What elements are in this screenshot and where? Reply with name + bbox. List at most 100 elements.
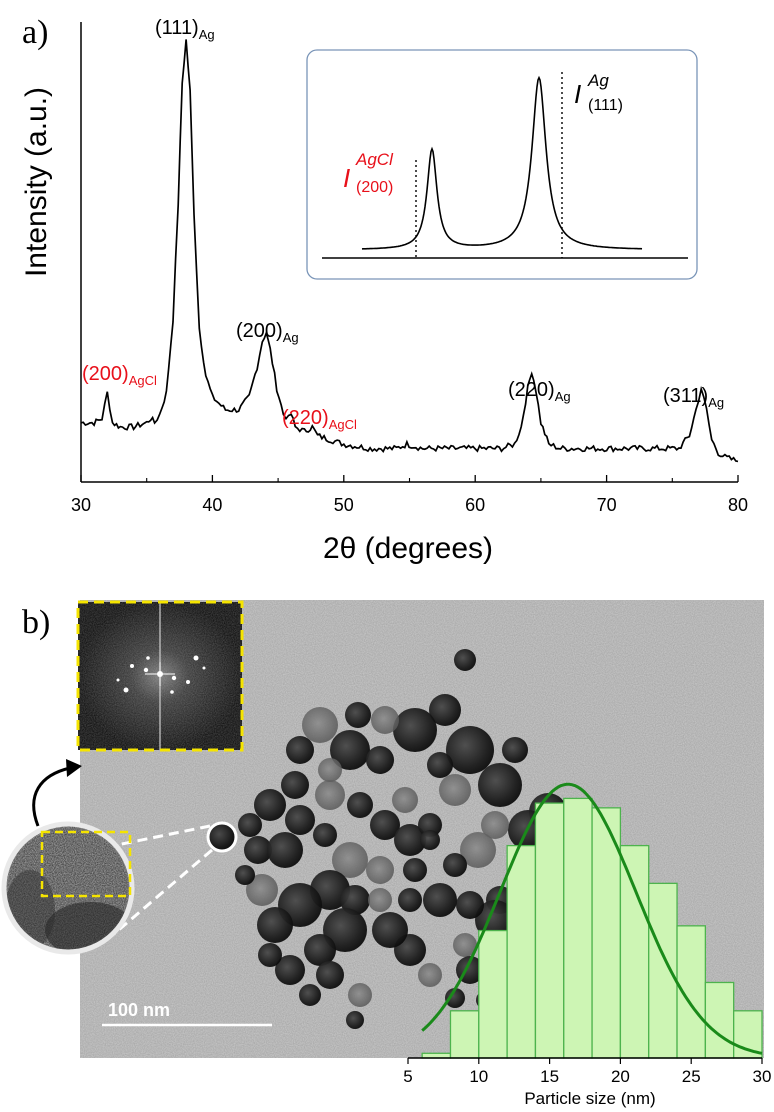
xrd-peak-label: (220)AgCl — [282, 407, 357, 432]
zoom-circle — [1, 821, 135, 955]
panel-b-label: b) — [22, 604, 51, 641]
hist-tick-label: 30 — [753, 1067, 772, 1086]
nanoparticle — [478, 763, 522, 807]
nanoparticle — [315, 780, 345, 810]
nanoparticle — [304, 934, 336, 966]
inset-label-ag: I — [574, 79, 581, 109]
inset-frame — [306, 49, 698, 280]
inset-label-agcl-sub: (200) — [356, 179, 393, 196]
xrd-peak-label: (200)Ag — [236, 320, 299, 345]
inset-label-ag-sup: Ag — [587, 71, 609, 90]
scale-bar-label: 100 nm — [108, 1000, 170, 1020]
xrd-line — [80, 39, 739, 463]
fft-spot — [186, 680, 190, 684]
nanoparticle — [443, 853, 467, 877]
hist-tick-label: 10 — [469, 1067, 488, 1086]
nanoparticle — [348, 983, 372, 1007]
fft-spots — [116, 655, 206, 694]
hist-tick-label: 5 — [403, 1067, 412, 1086]
nanoparticle — [286, 736, 314, 764]
nanoparticle — [332, 842, 368, 878]
hist-bar — [449, 1010, 480, 1059]
nanoparticle — [481, 811, 509, 839]
zoom-selection-box — [40, 830, 132, 898]
nanoparticle — [398, 888, 422, 912]
xrd-tick-label: 50 — [334, 495, 354, 515]
nanoparticle — [345, 702, 371, 728]
inset-label-agcl-sup: AgCl — [355, 150, 394, 169]
nanoparticle — [453, 933, 477, 957]
nanoparticle — [235, 865, 255, 885]
nanoparticle — [423, 883, 457, 917]
hist-axis: 5 10 15 20 25 30 — [403, 1057, 772, 1086]
nanoparticle — [502, 737, 528, 763]
nanoparticle — [257, 907, 293, 943]
nanoparticle — [439, 774, 471, 806]
hist-bar — [534, 802, 565, 1059]
inset-label-agcl: I — [343, 163, 350, 193]
hist-bar — [619, 844, 650, 1059]
fft-spot — [170, 690, 174, 694]
nanoparticle — [394, 824, 426, 856]
nanoparticle — [370, 810, 400, 840]
hist-tick-label: 25 — [682, 1067, 701, 1086]
inset-curve — [361, 75, 643, 250]
hist-bar — [704, 981, 735, 1059]
nanoparticle — [318, 758, 342, 782]
xrd-peak-labels: (111)Ag(200)Ag(220)Ag (311)Ag(200)AgCl(22… — [82, 17, 724, 432]
nanoparticle — [299, 984, 321, 1006]
xrd-tick-label: 30 — [71, 495, 91, 515]
nanoparticle — [347, 792, 373, 818]
nanoparticle — [323, 908, 367, 952]
hist-bar — [591, 807, 622, 1059]
nanoparticle — [393, 708, 437, 752]
fft-inset — [76, 600, 244, 752]
nanoparticle — [454, 649, 476, 671]
panel-a-label: a) — [22, 14, 49, 51]
xrd-peak-label: (200)AgCl — [82, 363, 157, 388]
nanoparticle — [246, 874, 278, 906]
nanoparticle — [258, 943, 282, 967]
nanoparticle — [316, 961, 344, 989]
nanoparticle — [427, 752, 453, 778]
xrd-tick-label: 80 — [728, 495, 748, 515]
fft-spot — [116, 678, 120, 682]
nanoparticle — [244, 836, 272, 864]
xrd-peak-label: (111)Ag — [155, 17, 215, 42]
xrd-ylabel: Intensity (a.u.) — [20, 87, 53, 277]
xrd-xlabel: 2θ (degrees) — [323, 532, 493, 565]
nanoparticle — [254, 789, 286, 821]
hist-xlabel: Particle size (nm) — [524, 1089, 655, 1108]
hist-bar — [648, 882, 678, 1059]
nanoparticle — [238, 813, 262, 837]
nanoparticle — [366, 746, 394, 774]
nanoparticle — [403, 858, 427, 882]
hist-tick-label: 15 — [540, 1067, 559, 1086]
nanoparticle — [302, 707, 338, 743]
zoom-connector-top — [111, 824, 211, 848]
inset-label-ag-sub: (111) — [588, 97, 623, 114]
nanoparticle — [372, 912, 408, 948]
size-histogram — [421, 797, 763, 1059]
xrd-tick-label: 40 — [202, 495, 222, 515]
nanoparticle — [460, 832, 496, 868]
nanoparticle — [340, 885, 370, 915]
nanoparticle — [456, 891, 484, 919]
arrow-head-icon — [66, 759, 82, 777]
xrd-ticks: 30 40 50 60 70 80 — [71, 475, 748, 515]
hist-tick-label: 20 — [611, 1067, 630, 1086]
fft-spot — [171, 675, 177, 681]
nanoparticle — [281, 771, 309, 799]
nanoparticle — [366, 856, 394, 884]
fft-spot — [123, 687, 129, 693]
nanoparticle — [313, 823, 337, 847]
hist-bar — [563, 797, 593, 1059]
nanoparticle — [330, 730, 370, 770]
curved-arrow — [32, 766, 71, 827]
nanoparticle — [368, 888, 392, 912]
nanoparticle — [285, 805, 315, 835]
selected-particle — [206, 821, 238, 853]
nanoparticle — [445, 988, 465, 1008]
nanoparticle — [418, 963, 442, 987]
nanoparticle — [275, 955, 305, 985]
